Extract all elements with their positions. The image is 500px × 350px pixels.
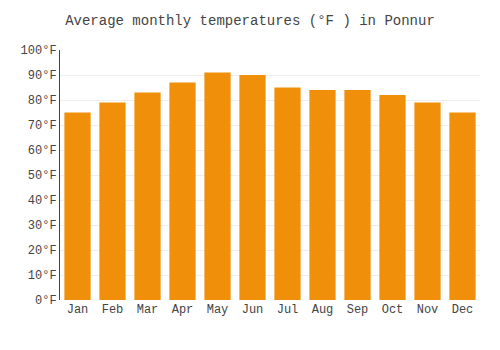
- svg-text:Apr: Apr: [172, 303, 194, 317]
- svg-text:Dec: Dec: [452, 303, 474, 317]
- svg-text:Jun: Jun: [242, 303, 264, 317]
- svg-text:0°F: 0°F: [35, 294, 57, 308]
- svg-text:Jan: Jan: [67, 303, 89, 317]
- svg-text:50°F: 50°F: [28, 169, 57, 183]
- svg-text:20°F: 20°F: [28, 244, 57, 258]
- svg-text:Feb: Feb: [102, 303, 124, 317]
- svg-text:90°F: 90°F: [28, 69, 57, 83]
- svg-text:May: May: [207, 303, 229, 317]
- svg-text:100°F: 100°F: [21, 44, 57, 58]
- svg-text:Mar: Mar: [137, 303, 159, 317]
- svg-text:Aug: Aug: [312, 303, 334, 317]
- svg-text:Jul: Jul: [277, 303, 299, 317]
- svg-text:Oct: Oct: [382, 303, 404, 317]
- svg-text:40°F: 40°F: [28, 194, 57, 208]
- svg-text:10°F: 10°F: [28, 269, 57, 283]
- svg-text:Average monthly temperatures (: Average monthly temperatures (°F ) in Po…: [65, 13, 435, 29]
- svg-text:Sep: Sep: [347, 303, 369, 317]
- svg-text:80°F: 80°F: [28, 94, 57, 108]
- svg-text:60°F: 60°F: [28, 144, 57, 158]
- svg-text:70°F: 70°F: [28, 119, 57, 133]
- svg-text:Nov: Nov: [417, 303, 439, 317]
- svg-text:30°F: 30°F: [28, 219, 57, 233]
